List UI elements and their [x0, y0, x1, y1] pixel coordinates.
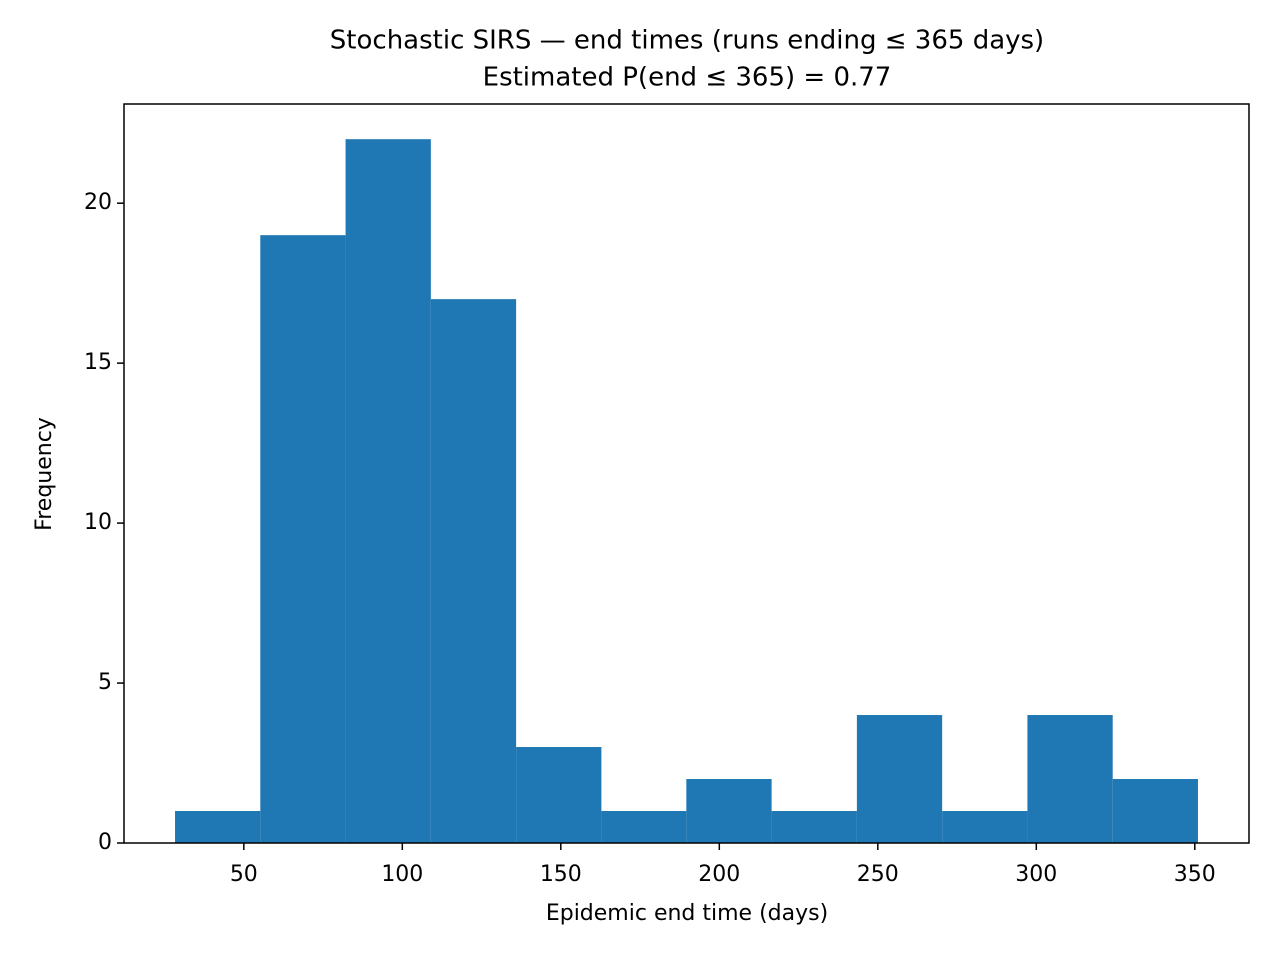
x-tick-label: 50 [230, 862, 258, 887]
x-tick-label: 300 [1015, 862, 1057, 887]
bar [175, 811, 261, 843]
chart-title: Stochastic SIRS — end times (runs ending… [330, 26, 1044, 56]
plot-frame [123, 103, 1250, 844]
bar [260, 235, 346, 844]
bar [1112, 779, 1198, 843]
x-axis-label: Epidemic end time (days) [546, 901, 828, 926]
bar [345, 139, 431, 843]
y-tick-label: 15 [84, 350, 112, 375]
y-tick-label: 10 [84, 510, 112, 535]
bar [856, 715, 943, 843]
x-tick-label: 100 [381, 862, 423, 887]
bar [686, 779, 772, 843]
bar [942, 811, 1028, 843]
y-tick-label: 0 [98, 830, 112, 855]
bar [430, 299, 517, 843]
y-tick-label: 5 [98, 670, 112, 695]
x-tick-label: 150 [540, 862, 582, 887]
bar [601, 811, 687, 843]
x-tick-label: 350 [1174, 862, 1216, 887]
bar [771, 811, 857, 843]
bar [1027, 715, 1113, 843]
y-tick-label: 20 [84, 190, 112, 215]
x-tick-label: 250 [857, 862, 899, 887]
x-tick-label: 200 [698, 862, 740, 887]
y-axis-label: Frequency [32, 417, 57, 531]
chart-subtitle: Estimated P(end ≤ 365) = 0.77 [483, 63, 892, 93]
bar [516, 747, 602, 843]
